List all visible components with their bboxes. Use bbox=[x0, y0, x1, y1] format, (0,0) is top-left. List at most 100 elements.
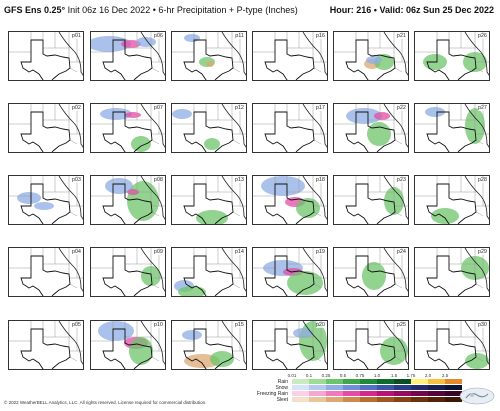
ensemble-member-panel: p27 bbox=[414, 103, 490, 153]
snow-area bbox=[100, 108, 132, 120]
panel-label: p30 bbox=[477, 322, 487, 328]
ensemble-member-panel: p21 bbox=[333, 31, 409, 81]
texas-outline bbox=[345, 111, 396, 152]
panel-label: p06 bbox=[153, 33, 163, 39]
legend-tick-label: 0.1 bbox=[305, 373, 313, 378]
panel-map-icon bbox=[91, 321, 165, 369]
ensemble-member-panel: p05 bbox=[8, 320, 84, 370]
rain-area bbox=[465, 353, 489, 369]
state-border bbox=[475, 139, 484, 145]
panel-label: p11 bbox=[235, 33, 244, 39]
legend-swatch bbox=[394, 391, 411, 396]
legend-swatch bbox=[394, 385, 411, 390]
panel-label: p15 bbox=[234, 322, 244, 328]
gulf-coast-line bbox=[221, 176, 246, 220]
ensemble-member-panel: p20 bbox=[252, 320, 328, 370]
panel-label: p19 bbox=[315, 249, 325, 255]
legend-tick-label: 2.5 bbox=[441, 373, 449, 378]
panel-label: p18 bbox=[315, 177, 325, 183]
copyright-text: © 2022 WeatherBELL Analytics, LLC. All r… bbox=[4, 400, 207, 405]
state-border bbox=[232, 139, 241, 145]
state-border bbox=[69, 356, 78, 362]
texas-outline bbox=[102, 111, 153, 152]
snow-area bbox=[184, 34, 200, 42]
panel-label: p21 bbox=[396, 33, 406, 39]
rain-area bbox=[129, 337, 153, 365]
rain-area bbox=[127, 181, 159, 221]
ensemble-member-panel: p18 bbox=[252, 175, 328, 225]
legend-swatch bbox=[309, 391, 326, 396]
panel-label: p02 bbox=[71, 105, 81, 111]
state-border bbox=[475, 283, 484, 289]
panel-map-icon bbox=[9, 32, 83, 80]
model-name: GFS Ens 0.25° bbox=[4, 5, 66, 15]
panel-map-icon bbox=[9, 321, 83, 369]
legend-swatch bbox=[377, 391, 394, 396]
texas-outline bbox=[426, 39, 477, 80]
gulf-coast-line bbox=[464, 104, 489, 148]
legend-swatch bbox=[343, 379, 360, 384]
gulf-coast-line bbox=[221, 32, 246, 76]
legend-swatch bbox=[343, 385, 360, 390]
panel-map-icon bbox=[253, 321, 327, 369]
texas-outline bbox=[426, 328, 477, 369]
legend-row: Snow bbox=[248, 385, 464, 391]
rain-area bbox=[204, 138, 220, 150]
snow-area bbox=[366, 56, 382, 64]
legend-color-bar bbox=[292, 391, 462, 396]
state-border bbox=[313, 139, 322, 145]
ensemble-member-panel: p17 bbox=[252, 103, 328, 153]
legend-row-label: Snow bbox=[275, 385, 288, 391]
gulf-coast-line bbox=[58, 176, 83, 220]
panel-label: p24 bbox=[396, 249, 406, 255]
gulf-coast-line bbox=[58, 32, 83, 76]
snow-area bbox=[34, 202, 54, 210]
ensemble-member-panel: p15 bbox=[171, 320, 247, 370]
legend-tick-label: 1.5 bbox=[390, 373, 398, 378]
ensemble-member-panel: p01 bbox=[8, 31, 84, 81]
legend-swatch bbox=[377, 385, 394, 390]
texas-outline bbox=[264, 183, 315, 224]
texas-outline bbox=[102, 255, 153, 296]
panel-map-icon bbox=[91, 32, 165, 80]
state-border bbox=[313, 211, 322, 217]
weatherbell-logo-icon bbox=[459, 387, 495, 405]
gulf-coast-line bbox=[58, 248, 83, 292]
panel-label: p12 bbox=[234, 105, 244, 111]
ensemble-member-panel: p07 bbox=[90, 103, 166, 153]
gulf-coast-line bbox=[464, 248, 489, 292]
gulf-coast-line bbox=[302, 104, 327, 148]
state-border bbox=[313, 67, 322, 73]
panel-map-icon bbox=[9, 176, 83, 224]
gulf-coast-line bbox=[302, 176, 327, 220]
legend-swatch bbox=[394, 397, 411, 402]
gulf-coast-line bbox=[58, 104, 83, 148]
state-border bbox=[69, 67, 78, 73]
ensemble-member-panel: p26 bbox=[414, 31, 490, 81]
ensemble-member-panel: p02 bbox=[8, 103, 84, 153]
valid-time-title: Hour: 216 • Valid: 06z Sun 25 Dec 2022 bbox=[330, 5, 494, 15]
legend-swatch bbox=[343, 391, 360, 396]
panel-map-icon bbox=[415, 176, 489, 224]
panel-map-icon bbox=[9, 104, 83, 152]
gulf-coast-line bbox=[383, 321, 408, 365]
gulf-coast-line bbox=[221, 321, 246, 365]
gulf-coast-line bbox=[140, 248, 165, 292]
legend-tick-label: 0.25 bbox=[321, 373, 331, 378]
panel-label: p10 bbox=[153, 322, 163, 328]
panel-map-icon bbox=[91, 176, 165, 224]
legend-swatch bbox=[292, 397, 309, 402]
legend-swatch bbox=[360, 397, 377, 402]
panel-map-icon bbox=[172, 176, 246, 224]
texas-outline bbox=[183, 183, 234, 224]
rain-area bbox=[296, 198, 320, 218]
legend-swatch bbox=[428, 379, 445, 384]
panel-map-icon bbox=[9, 248, 83, 296]
texas-outline bbox=[20, 255, 71, 296]
state-border bbox=[475, 67, 484, 73]
legend-swatch bbox=[326, 391, 343, 396]
product-name: 6-hr Precipitation + P-type (Inches) bbox=[158, 5, 298, 15]
gulf-coast-line bbox=[302, 248, 327, 292]
state-border bbox=[475, 356, 484, 362]
legend-swatch bbox=[377, 379, 394, 384]
